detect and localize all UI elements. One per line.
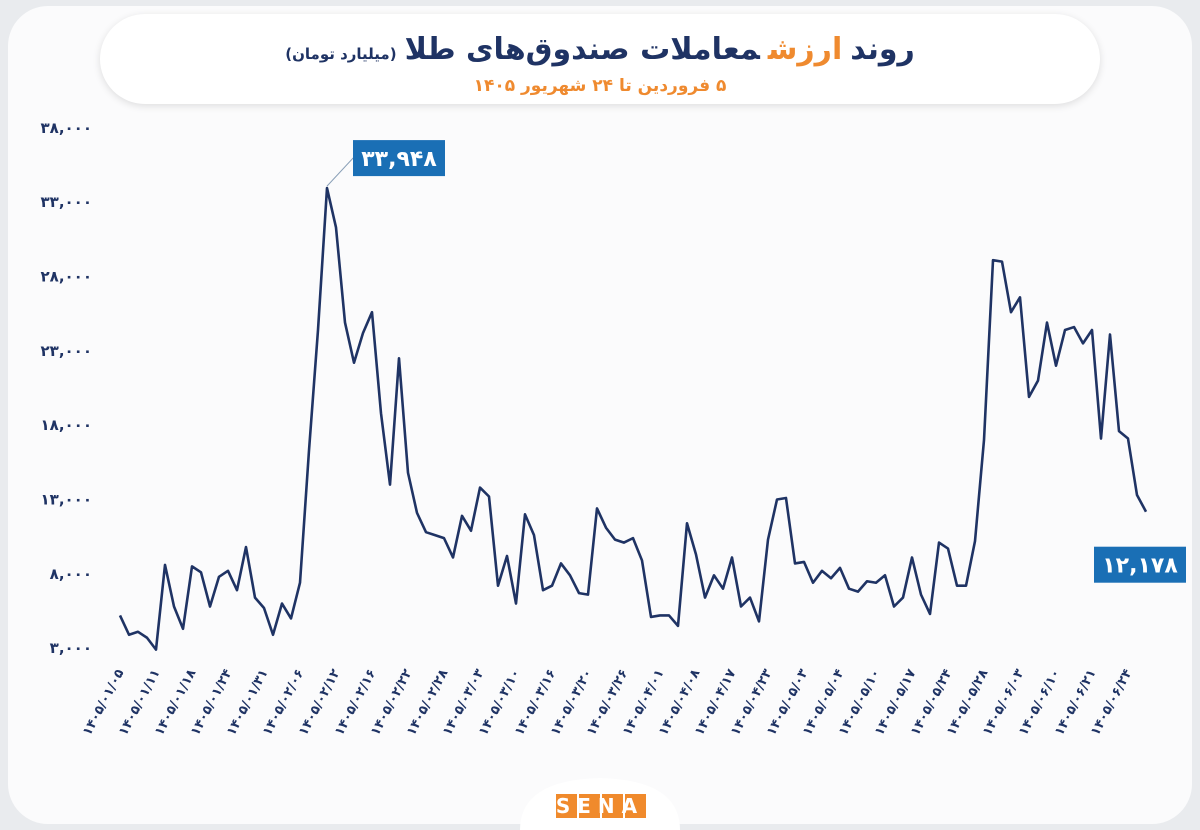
value-label: ۱۲,۱۷۸	[1102, 554, 1178, 579]
y-tick-label: ۱۸,۰۰۰	[41, 416, 92, 434]
title-part: ارزش	[767, 32, 843, 67]
logo-box	[579, 794, 600, 818]
value-label: ۳۳,۹۴۸	[361, 147, 437, 172]
logo-box	[602, 794, 623, 818]
title-part: معاملات صندوق‌های طلا	[404, 32, 760, 67]
y-tick-label: ۳۸,۰۰۰	[41, 119, 92, 137]
data-line	[118, 186, 1148, 651]
title: روندارزشمعاملات صندوق‌های طلا (میلیارد تو…	[100, 32, 1100, 67]
title-part: روند	[850, 32, 915, 67]
card	[8, 6, 1192, 824]
source-logo: SENA	[556, 794, 646, 818]
y-tick-label: ۱۳,۰۰۰	[41, 490, 92, 508]
date-range: ۵ فروردین تا ۲۴ شهریور ۱۴۰۵	[473, 76, 727, 96]
header: روندارزشمعاملات صندوق‌های طلا (میلیارد تو…	[100, 14, 1100, 104]
logo-box	[625, 794, 646, 818]
logo-box	[556, 794, 577, 818]
y-tick-label: ۸,۰۰۰	[50, 565, 92, 583]
y-tick-label: ۲۳,۰۰۰	[41, 342, 92, 360]
subtitle: (میلیارد تومان)	[285, 45, 397, 63]
y-tick-label: ۲۸,۰۰۰	[41, 268, 92, 286]
value-label-box	[353, 140, 445, 177]
value-label-box	[1094, 546, 1186, 583]
leader-line	[326, 157, 357, 187]
source: SENA	[556, 794, 644, 818]
y-tick-label: ۳۳,۰۰۰	[41, 193, 92, 211]
y-tick-label: ۳,۰۰۰	[50, 639, 92, 657]
